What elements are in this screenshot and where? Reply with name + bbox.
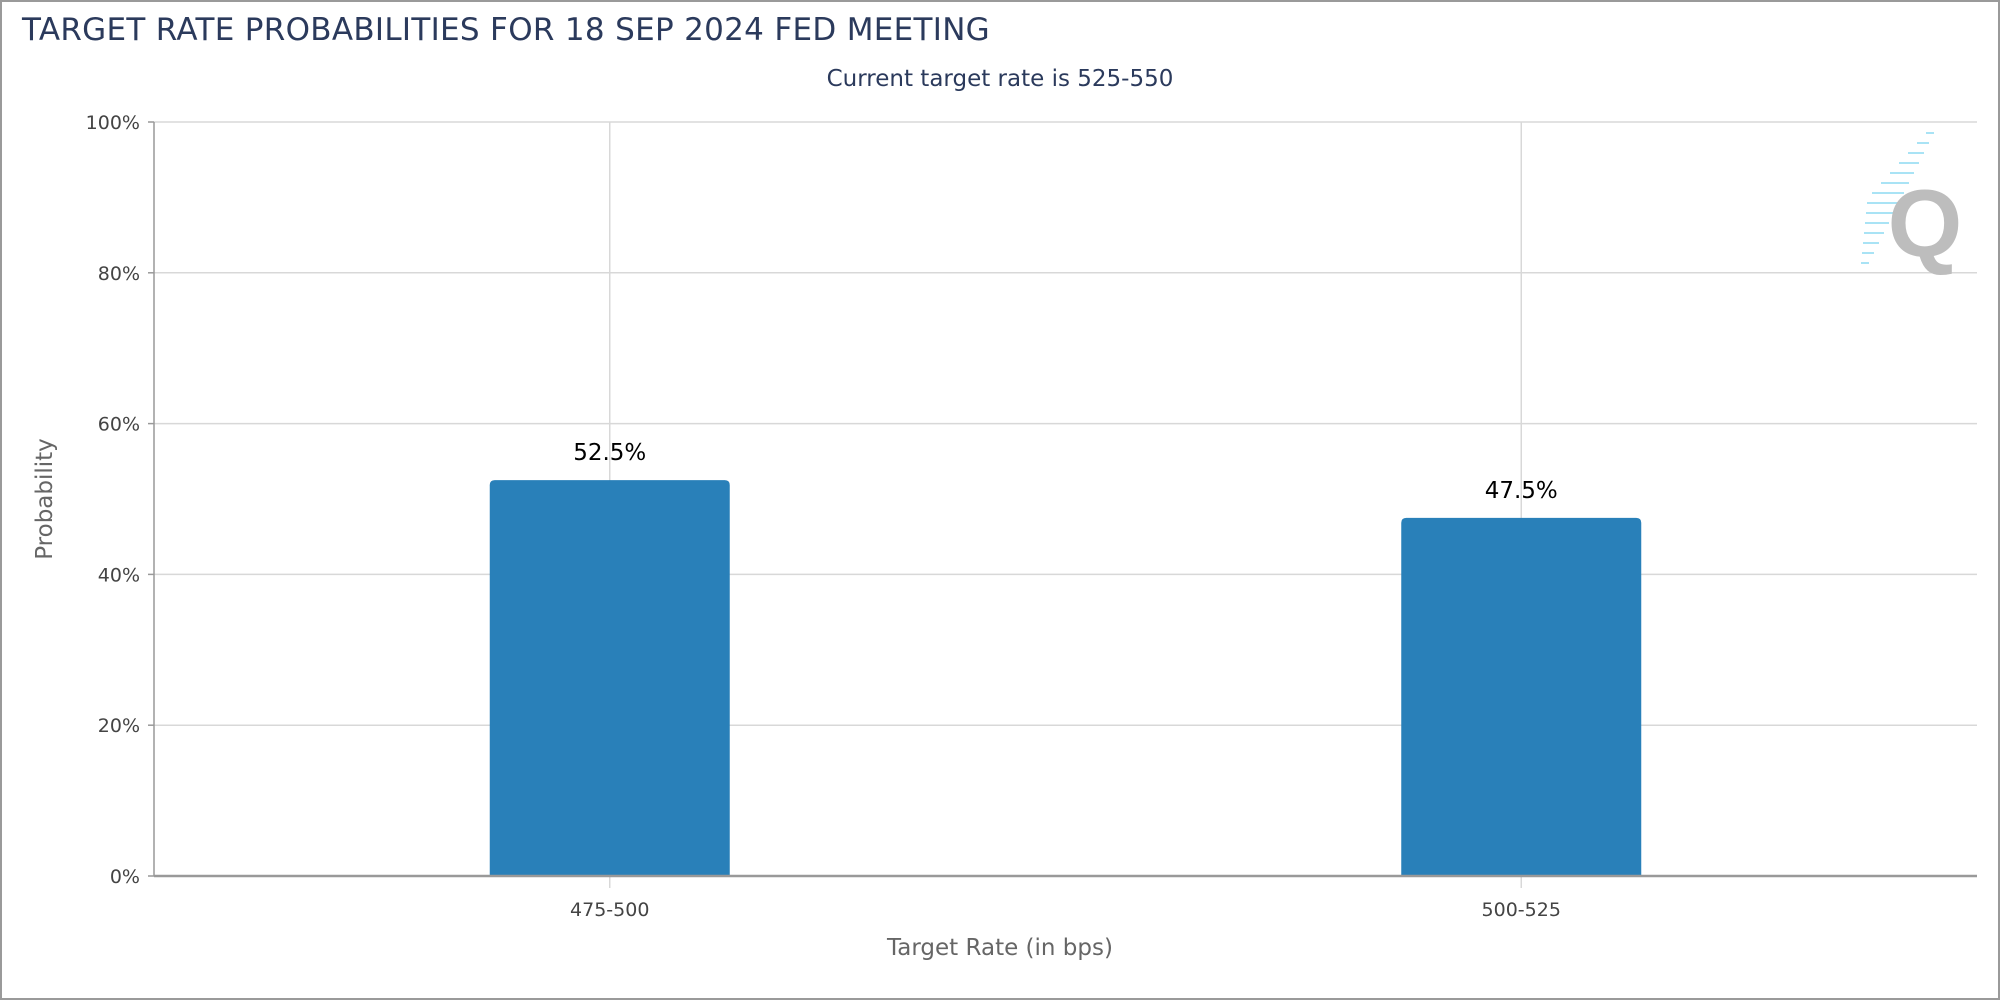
x-tick-label: 475-500	[570, 899, 649, 921]
chart-subtitle: Current target rate is 525-550	[826, 66, 1174, 92]
y-tick-label: 0%	[110, 866, 140, 888]
y-tick-label: 80%	[98, 263, 140, 285]
x-tick-label: 500-525	[1482, 899, 1561, 921]
bar-500-525[interactable]	[1401, 517, 1642, 876]
watermark-text: Q	[1888, 170, 1963, 277]
data-label: 52.5%	[573, 440, 646, 466]
watermark-logo-icon: Q	[1861, 132, 1963, 277]
data-label: 47.5%	[1485, 478, 1558, 504]
y-tick-label: 40%	[98, 564, 140, 586]
y-tick-label: 20%	[98, 715, 140, 737]
x-axis-title: Target Rate (in bps)	[886, 935, 1113, 961]
y-tick-label: 100%	[86, 112, 140, 134]
bar-475-500[interactable]	[489, 480, 730, 876]
chart-title: TARGET RATE PROBABILITIES FOR 18 SEP 202…	[22, 12, 990, 48]
y-tick-label: 60%	[98, 414, 140, 436]
y-axis-title: Probability	[32, 438, 58, 560]
